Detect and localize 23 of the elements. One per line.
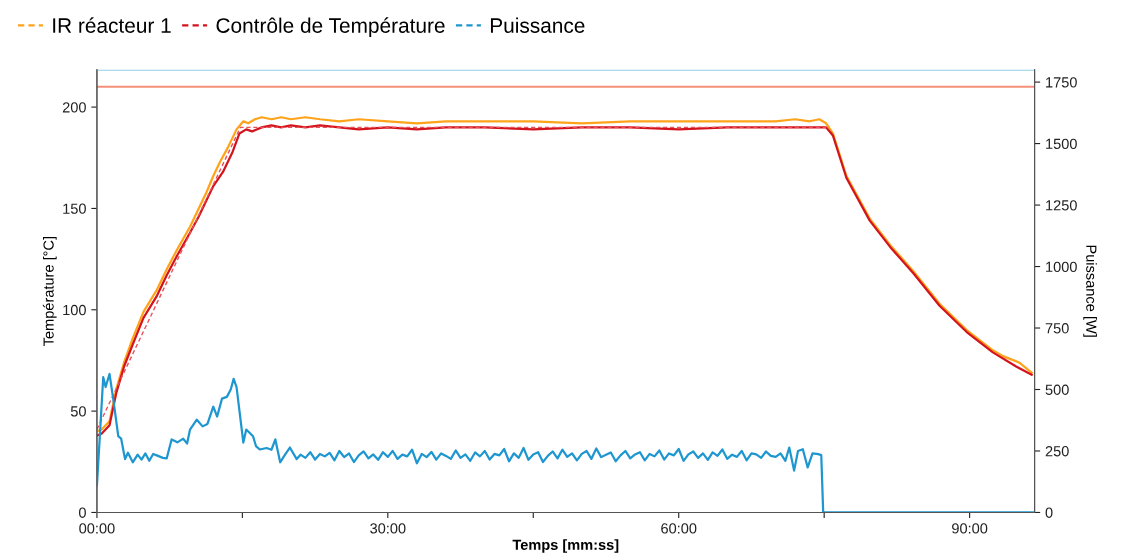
x-tick-label: 30:00	[370, 523, 406, 534]
y2-tick-label: 750	[1045, 323, 1069, 334]
y-tick-label: 50	[70, 406, 86, 417]
y-tick-label: 100	[63, 304, 86, 316]
y2-tick-label: 1250	[1046, 200, 1077, 211]
y2-tick-label: 1750	[1046, 77, 1077, 88]
y2-tick-label: 0	[1045, 507, 1053, 518]
y-tick-label: 0	[78, 507, 86, 518]
legend-label: IR réacteur 1	[53, 17, 171, 33]
y2-axis-title: Puissance [W]	[1083, 245, 1097, 337]
y2-tick-label: 1000	[1046, 261, 1077, 272]
x-tick-label: 90:00	[952, 523, 988, 534]
x-axis-title: Temps [mm:ss]	[512, 539, 619, 553]
y2-tick-label: 500	[1045, 384, 1069, 395]
y-axis-title: Température [°C]	[42, 236, 57, 346]
legend-label: Puissance	[490, 17, 585, 33]
x-tick-label: 60:00	[661, 523, 697, 534]
legend-label: Contrôle de Température	[216, 17, 445, 38]
y-tick-label: 200	[62, 102, 86, 113]
y-tick-label: 150	[63, 203, 86, 214]
x-tick-label: 00:00	[79, 523, 115, 534]
y2-tick-label: 1500	[1046, 138, 1077, 150]
y2-tick-label: 250	[1045, 446, 1069, 457]
